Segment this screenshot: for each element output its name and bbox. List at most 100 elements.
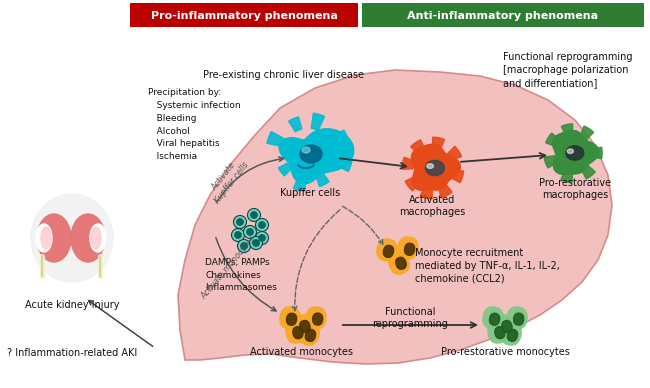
Polygon shape: [552, 131, 599, 174]
Polygon shape: [315, 171, 329, 187]
Polygon shape: [330, 156, 352, 171]
Polygon shape: [384, 245, 394, 257]
Polygon shape: [398, 237, 418, 259]
Circle shape: [247, 229, 254, 235]
Polygon shape: [495, 315, 515, 337]
Polygon shape: [562, 124, 573, 135]
Text: Activate monocytes: Activate monocytes: [199, 235, 257, 301]
Polygon shape: [502, 320, 512, 333]
Text: Acute kidney injury: Acute kidney injury: [25, 300, 119, 310]
Ellipse shape: [427, 164, 434, 168]
Polygon shape: [411, 140, 425, 154]
Text: Pro-inflammatory phenomena: Pro-inflammatory phenomena: [151, 11, 337, 21]
Polygon shape: [544, 156, 556, 168]
Polygon shape: [328, 130, 348, 146]
Ellipse shape: [31, 194, 113, 282]
Text: Functional reprogramming
[macrophage polarization
and differentiation]: Functional reprogramming [macrophage pol…: [503, 52, 632, 88]
Text: Activated monocytes: Activated monocytes: [250, 347, 354, 357]
Polygon shape: [278, 163, 291, 176]
Text: Pro-restorative monocytes: Pro-restorative monocytes: [441, 347, 569, 357]
Circle shape: [237, 239, 250, 253]
Polygon shape: [447, 146, 462, 161]
Polygon shape: [402, 157, 414, 169]
Ellipse shape: [566, 146, 584, 160]
Polygon shape: [287, 313, 296, 325]
Circle shape: [253, 240, 259, 246]
Ellipse shape: [425, 160, 445, 176]
Text: ? Inflammation-related AKI: ? Inflammation-related AKI: [7, 348, 137, 358]
Polygon shape: [306, 329, 316, 341]
Polygon shape: [280, 129, 354, 184]
Polygon shape: [293, 327, 303, 339]
Polygon shape: [552, 131, 599, 174]
Text: Activated
macrophages: Activated macrophages: [399, 195, 465, 217]
Text: Activate
Kupffer cells: Activate Kupffer cells: [205, 154, 251, 206]
Circle shape: [259, 222, 265, 228]
Polygon shape: [411, 144, 460, 191]
Bar: [362, 3, 644, 27]
Ellipse shape: [41, 227, 51, 249]
Polygon shape: [411, 144, 460, 191]
Polygon shape: [313, 313, 322, 325]
Polygon shape: [488, 321, 508, 343]
Polygon shape: [396, 257, 406, 269]
Polygon shape: [592, 147, 602, 159]
Circle shape: [255, 232, 268, 244]
Polygon shape: [280, 307, 300, 329]
Polygon shape: [483, 307, 503, 329]
Circle shape: [231, 229, 244, 241]
Circle shape: [259, 235, 265, 241]
Text: DAMPs, PAMPs
Chemokines
Inflammasomes: DAMPs, PAMPs Chemokines Inflammasomes: [205, 258, 277, 292]
Polygon shape: [292, 315, 313, 337]
Polygon shape: [582, 165, 595, 179]
Text: Precipitation by:
   Systemic infection
   Bleeding
   Alcohol
   Viral hepatiti: Precipitation by: Systemic infection Ble…: [148, 88, 240, 161]
Circle shape: [244, 225, 257, 239]
Ellipse shape: [36, 224, 52, 252]
Text: Pre-existing chronic liver disease: Pre-existing chronic liver disease: [203, 70, 364, 80]
Polygon shape: [404, 243, 415, 255]
Ellipse shape: [91, 227, 101, 249]
Text: Pro-restorative
macrophages: Pro-restorative macrophages: [539, 178, 611, 200]
Circle shape: [248, 208, 261, 222]
Polygon shape: [580, 126, 593, 140]
Ellipse shape: [37, 214, 71, 262]
Polygon shape: [420, 186, 432, 199]
Polygon shape: [286, 321, 306, 343]
Circle shape: [250, 237, 263, 249]
Circle shape: [255, 218, 268, 232]
Polygon shape: [289, 117, 302, 132]
Polygon shape: [178, 70, 612, 364]
Circle shape: [237, 219, 243, 225]
Circle shape: [233, 215, 246, 229]
Text: Functional
reprogramming: Functional reprogramming: [372, 307, 448, 329]
Bar: [130, 3, 358, 27]
Polygon shape: [500, 323, 521, 345]
Polygon shape: [267, 132, 287, 147]
Polygon shape: [507, 307, 527, 329]
Polygon shape: [495, 327, 505, 339]
Polygon shape: [433, 137, 445, 149]
Polygon shape: [514, 313, 524, 325]
Polygon shape: [299, 323, 319, 345]
Polygon shape: [377, 239, 397, 261]
Ellipse shape: [302, 147, 310, 153]
Text: Kupffer cells: Kupffer cells: [280, 188, 340, 198]
Polygon shape: [489, 313, 500, 325]
Polygon shape: [546, 133, 559, 146]
Polygon shape: [389, 252, 410, 274]
Polygon shape: [507, 329, 517, 341]
Ellipse shape: [567, 149, 573, 153]
Circle shape: [240, 243, 247, 249]
Polygon shape: [280, 129, 354, 184]
Text: Anti-inflammatory phenomena: Anti-inflammatory phenomena: [408, 11, 599, 21]
Polygon shape: [438, 184, 452, 197]
Text: Monocyte recruitment
mediated by TNF-α, IL-1, IL-2,
chemokine (CCL2): Monocyte recruitment mediated by TNF-α, …: [415, 248, 560, 284]
Ellipse shape: [90, 224, 106, 252]
Ellipse shape: [300, 145, 322, 163]
Circle shape: [235, 232, 241, 238]
Ellipse shape: [71, 214, 105, 262]
Polygon shape: [450, 170, 463, 183]
Polygon shape: [300, 320, 310, 333]
Polygon shape: [405, 177, 420, 191]
Polygon shape: [294, 174, 306, 191]
